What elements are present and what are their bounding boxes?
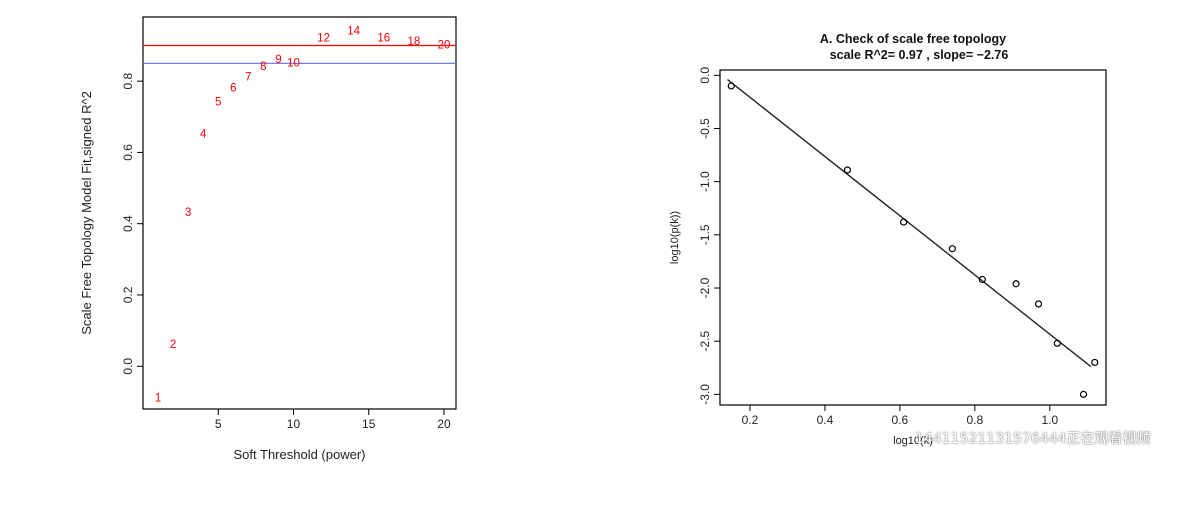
data-point-label: 1 [155,392,161,404]
y-tick-label: -1.5 [698,224,712,245]
data-point [1034,300,1043,308]
y-tick-label: -3.0 [698,384,712,405]
y-tick-label: 0.2 [121,286,135,303]
x-tick-label: 1.0 [1041,413,1058,427]
data-point [1091,358,1099,367]
y-tick-label: 0.8 [121,72,135,89]
data-point [1079,390,1088,398]
x-tick-label: 0.2 [742,413,759,427]
x-tick-label: 20 [437,417,451,431]
x-tick-label: 0.8 [966,413,983,427]
data-point [727,82,735,90]
data-point-label: 18 [407,36,420,48]
data-point [900,218,908,226]
x-axis-label: Soft Threshold (power) [234,447,366,462]
x-tick-label: 5 [215,417,222,431]
y-axis-label: Scale Free Topology Model Fit,signed R^2 [79,91,94,335]
data-point-label: 7 [245,72,251,84]
y-tick-label: 0.0 [121,358,135,375]
x-tick-label: 0.6 [892,413,909,427]
data-point-label: 8 [260,61,266,73]
right-chart: 0.2 0.4 0.6 0.8 1.0 0.0 -0.5 -1.0 -1.5 -2.0 -2.5 -3… [669,32,1107,447]
data-point-label: 6 [230,82,236,94]
chart-subtitle: scale R^2= 0.97 , slope= −2.76 [830,48,1009,62]
data-point [843,166,852,174]
data-point-label: 2 [170,339,176,351]
y-tick-label: -0.5 [698,118,712,139]
y-tick-label: 0.6 [121,144,135,161]
data-point-label: 12 [317,32,330,44]
x-tick-label: 0.4 [817,413,834,427]
y-tick-label: -1.0 [698,171,712,192]
data-point-label: 16 [377,32,390,44]
y-tick-label: 0.0 [698,67,712,84]
x-tick-label: 15 [362,417,376,431]
data-point [1012,280,1020,288]
data-point [978,275,986,284]
data-point [948,245,956,253]
fit-line [727,79,1092,368]
x-axis-label: log10(k) [893,435,933,447]
data-point-label: 4 [200,129,207,141]
data-point-label: 10 [287,57,300,69]
plot-frame [142,16,457,410]
y-tick-label: 0.4 [121,215,135,232]
chart-title: A. Check of scale free topology [820,32,1006,46]
plot-frame [719,69,1107,406]
data-point-label: 14 [347,25,360,37]
x-tick-label: 10 [287,417,301,431]
data-point-label: 5 [215,97,221,109]
data-point [1053,339,1061,347]
viewer-watermark: 14411521131576444正在观看视频 [915,431,1151,447]
data-point-label: 9 [275,54,281,66]
data-point-label: 20 [438,40,451,52]
y-tick-label: -2.5 [698,331,712,352]
data-point-label: 3 [185,207,191,219]
y-tick-label: -2.0 [698,277,712,298]
y-axis-label: log10(p(k)) [669,211,681,264]
